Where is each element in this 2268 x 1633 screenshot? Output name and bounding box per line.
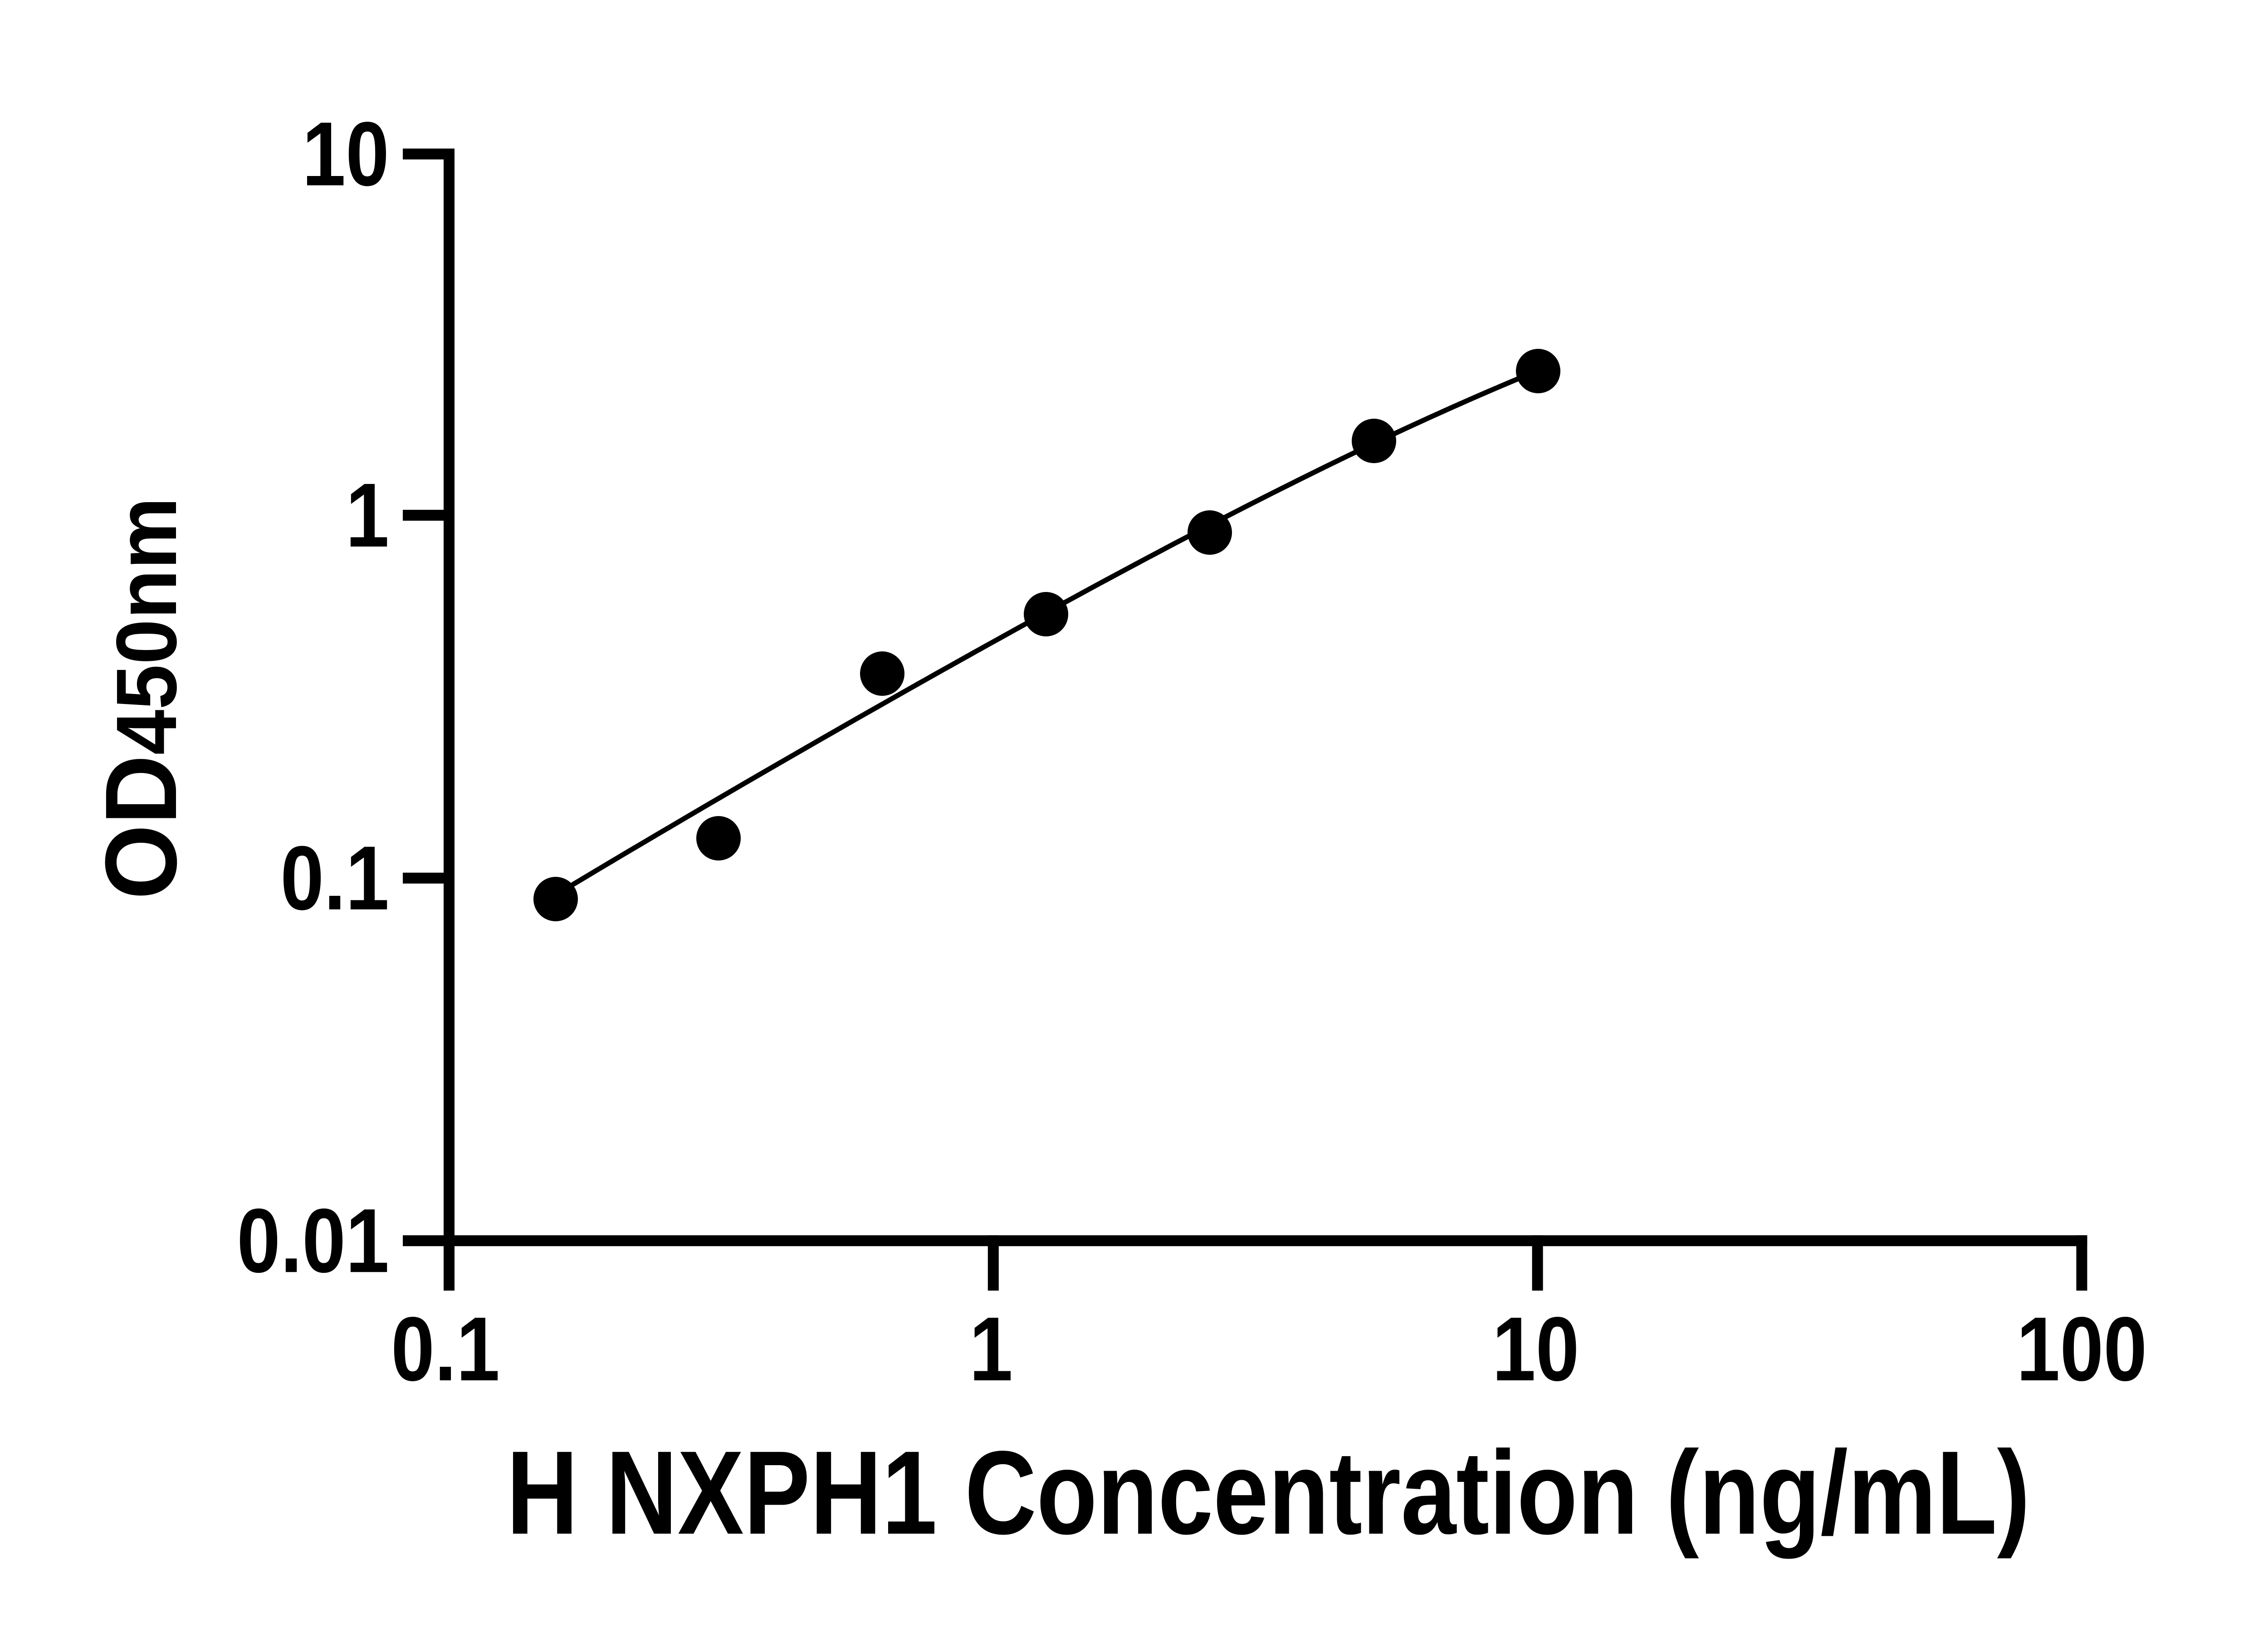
- svg-text:0.01: 0.01: [237, 1190, 389, 1291]
- svg-text:H NXPH1 Concentration (ng/mL): H NXPH1 Concentration (ng/mL): [506, 1426, 2030, 1559]
- svg-text:OD450nm: OD450nm: [84, 497, 198, 900]
- svg-text:1: 1: [969, 1298, 1013, 1400]
- svg-text:0.1: 0.1: [280, 827, 389, 929]
- svg-text:0.1: 0.1: [391, 1298, 500, 1400]
- svg-text:10: 10: [302, 103, 389, 205]
- svg-text:100: 100: [2016, 1298, 2147, 1400]
- svg-text:1: 1: [346, 464, 389, 566]
- svg-text:10: 10: [1492, 1298, 1579, 1400]
